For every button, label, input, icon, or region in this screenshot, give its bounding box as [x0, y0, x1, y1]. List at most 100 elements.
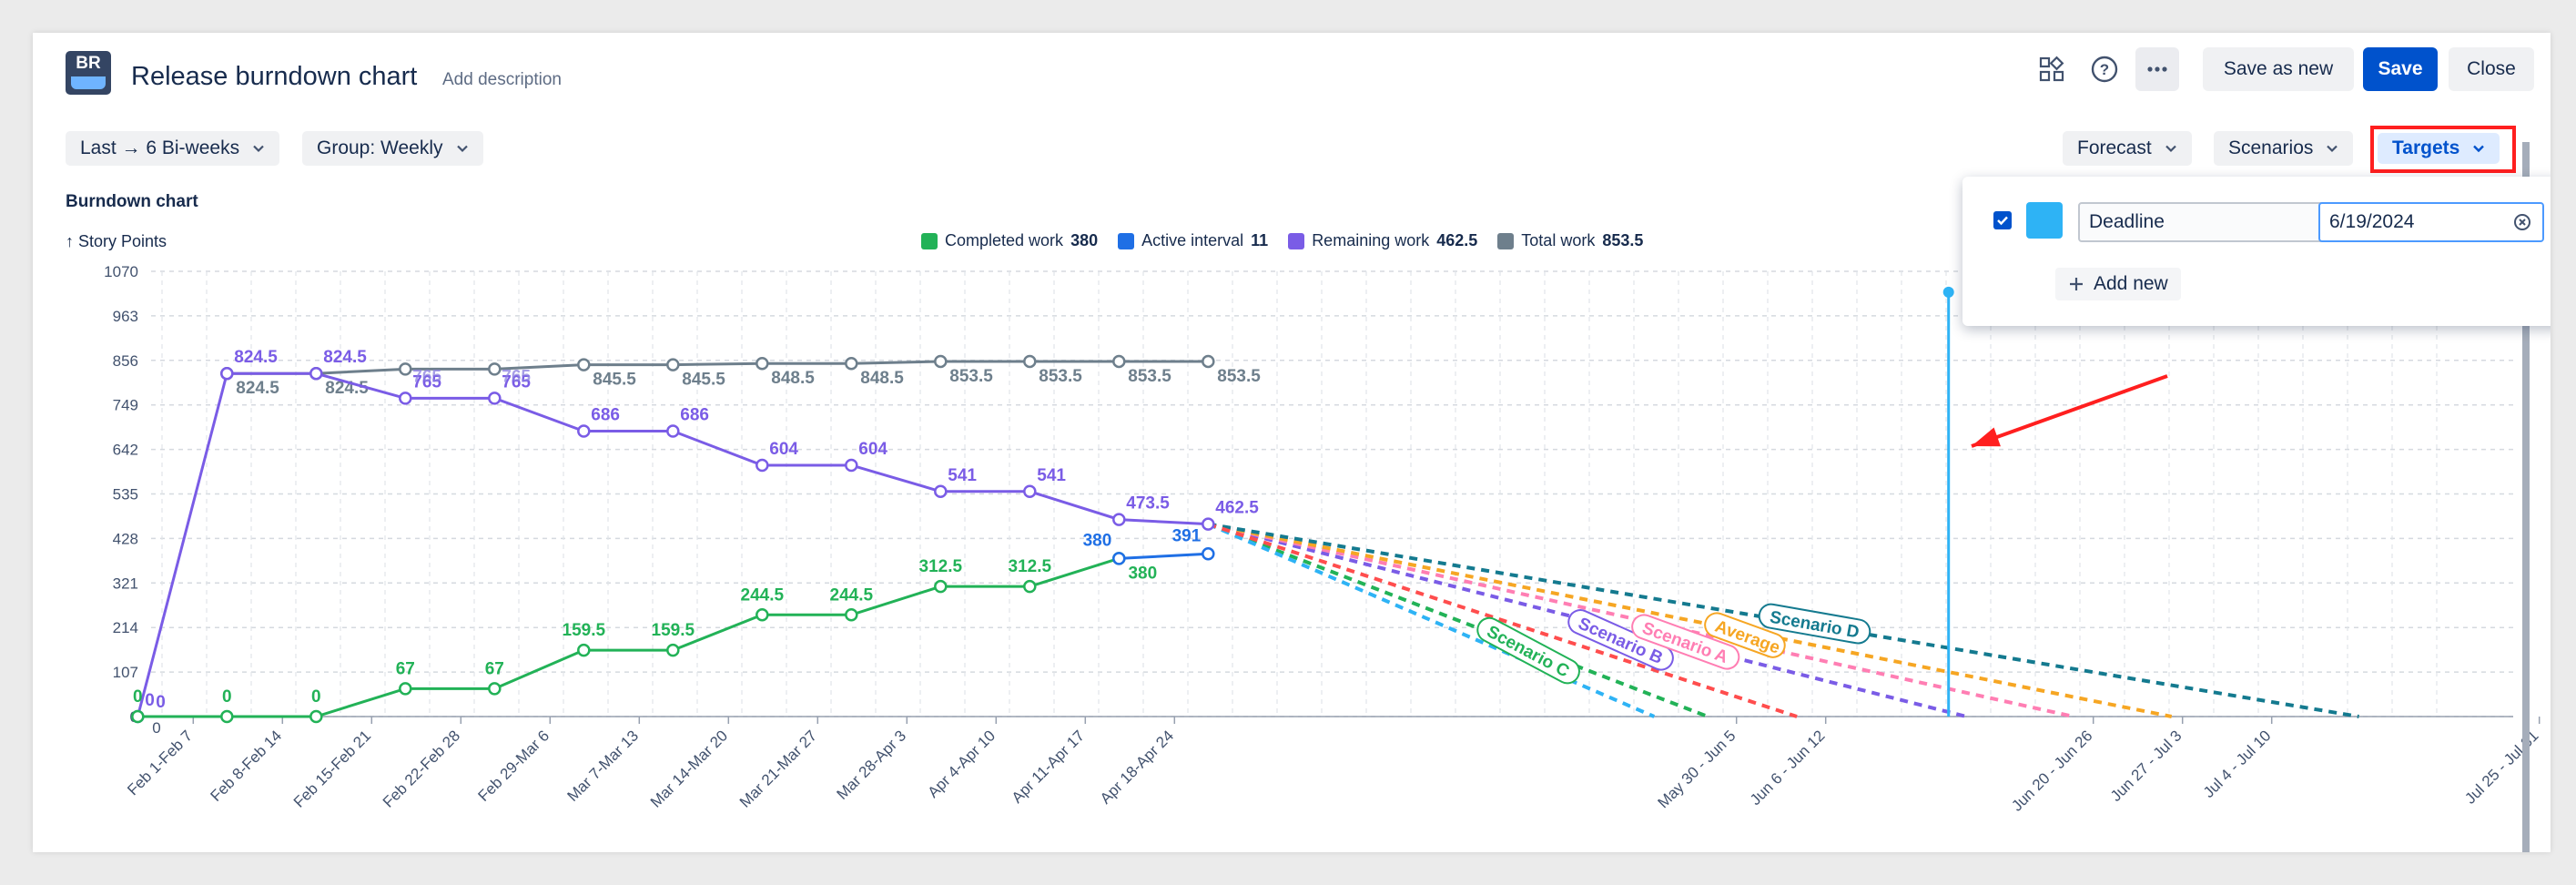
legend-swatch	[921, 232, 938, 249]
target-date-input[interactable]	[2318, 202, 2544, 242]
annotation-arrow-head	[1972, 427, 2001, 447]
x-tick-label: May 30 - Jun 5	[1655, 727, 1739, 811]
data-label: 473.5	[1126, 494, 1170, 514]
data-point	[399, 682, 412, 696]
x-tick-label: Apr 18-Apr 24	[1097, 727, 1177, 807]
check-icon	[1997, 216, 2008, 226]
x-tick-label: Mar 7-Mar 13	[564, 727, 643, 805]
data-label: 765	[502, 367, 531, 386]
svg-text:Scenario C: Scenario C	[1484, 622, 1573, 681]
data-point	[399, 362, 412, 376]
data-label: 824.5	[323, 348, 367, 367]
save-as-new-button[interactable]: Save as new	[2203, 47, 2354, 91]
add-target-label: Add new	[2094, 273, 2168, 294]
data-point	[220, 709, 234, 724]
data-label: 845.5	[593, 371, 636, 390]
data-label: 0	[133, 687, 143, 707]
data-point	[1202, 517, 1215, 531]
chevron-down-icon	[2327, 145, 2338, 153]
data-point	[1023, 579, 1037, 594]
scenarios-label: Scenarios	[2228, 137, 2314, 158]
x-tick-label: Jun 27 - Jul 3	[2107, 727, 2186, 805]
app-window: BR Release burndown chart Add descriptio…	[33, 33, 2551, 852]
data-point	[577, 358, 591, 371]
legend-item-total[interactable]: Total work 853.5	[1497, 231, 1643, 250]
data-label: 67	[396, 659, 415, 678]
legend-item-completed[interactable]: Completed work 380	[921, 231, 1098, 250]
data-label: 244.5	[741, 585, 785, 605]
x-tick-label: Jul 4 - Jul 10	[2200, 727, 2275, 801]
add-description-link[interactable]: Add description	[442, 70, 562, 89]
scenarios-dropdown[interactable]: Scenarios	[2214, 131, 2354, 166]
data-point	[934, 354, 948, 369]
save-button[interactable]: Save	[2363, 47, 2438, 91]
data-point	[1112, 513, 1126, 526]
legend-item-remaining[interactable]: Remaining work 462.5	[1288, 231, 1477, 250]
data-point	[1112, 552, 1126, 565]
legend-item-active[interactable]: Active interval 11	[1118, 231, 1268, 250]
scrollbar[interactable]	[2522, 142, 2530, 852]
forecast-dropdown[interactable]: Forecast	[2063, 131, 2192, 166]
clear-icon[interactable]	[2513, 213, 2531, 231]
scenario-tag: Scenario C	[1476, 616, 1580, 685]
more-icon[interactable]	[2135, 47, 2179, 91]
scenario-line	[1207, 522, 2173, 718]
target-name-input[interactable]	[2078, 202, 2353, 242]
data-point	[577, 643, 591, 657]
data-label: 0	[311, 687, 321, 707]
data-label: 0	[156, 693, 166, 712]
data-label: 541	[948, 466, 977, 485]
data-label: 848.5	[771, 369, 815, 388]
add-target-button[interactable]: Add new	[2055, 268, 2181, 300]
data-label: 824.5	[236, 379, 279, 398]
data-point	[934, 579, 948, 594]
close-button[interactable]: Close	[2449, 47, 2534, 91]
data-point	[131, 709, 145, 724]
plus-icon	[2070, 278, 2083, 290]
chart-section-title: Burndown chart	[66, 192, 198, 211]
y-axis-label: ↑ Story Points	[66, 232, 167, 250]
data-point	[309, 709, 323, 724]
data-label: 244.5	[830, 585, 874, 605]
targets-popover	[1962, 177, 2551, 326]
chevron-down-icon	[253, 145, 264, 153]
y-tick-label: 428	[113, 530, 138, 547]
target-color-picker[interactable]	[2026, 202, 2063, 239]
help-icon[interactable]: ?	[2083, 47, 2126, 91]
x-tick-label: Jun 20 - Jun 26	[2008, 727, 2095, 814]
x-tick-label: Feb 29-Mar 6	[475, 727, 553, 805]
y-tick-label: 535	[113, 486, 138, 504]
targets-label: Targets	[2392, 137, 2460, 158]
data-point	[488, 682, 502, 696]
chevron-down-icon	[456, 145, 468, 153]
forecast-label: Forecast	[2077, 137, 2152, 158]
data-point	[666, 424, 680, 438]
data-point	[845, 608, 858, 622]
data-label: 848.5	[860, 369, 904, 388]
data-point	[309, 366, 323, 381]
x-tick-label: Feb 22-Feb 28	[380, 727, 463, 810]
group-label: Group: Weekly	[317, 137, 443, 158]
target-enabled-checkbox[interactable]	[1993, 211, 2012, 229]
data-label: 159.5	[652, 621, 695, 640]
group-dropdown[interactable]: Group: Weekly	[302, 131, 483, 166]
targets-dropdown[interactable]: Targets	[2378, 133, 2500, 164]
range-dropdown[interactable]: Last → 6 Bi-weeks	[66, 131, 280, 166]
data-label: 604	[769, 440, 798, 459]
data-label: 391	[1172, 526, 1202, 545]
scenario-line	[1207, 522, 1798, 718]
range-label: Last → 6 Bi-weeks	[80, 137, 240, 158]
x-tick-label: Jun 6 - Jun 12	[1747, 727, 1829, 809]
annotation-highlight-box	[2370, 126, 2516, 173]
data-label: 312.5	[919, 557, 963, 576]
y-tick-label: 642	[113, 442, 138, 459]
x-tick-label: Apr 4-Apr 10	[925, 727, 999, 801]
dashboard-icon[interactable]	[2030, 47, 2074, 91]
data-point	[1202, 547, 1215, 561]
legend-swatch	[1497, 232, 1515, 249]
annotation-arrow	[1971, 374, 2168, 448]
data-label: 0	[145, 691, 155, 710]
data-point	[1023, 354, 1037, 369]
y-tick-label: 1070	[104, 263, 138, 280]
y-tick-label: 321	[113, 575, 138, 592]
